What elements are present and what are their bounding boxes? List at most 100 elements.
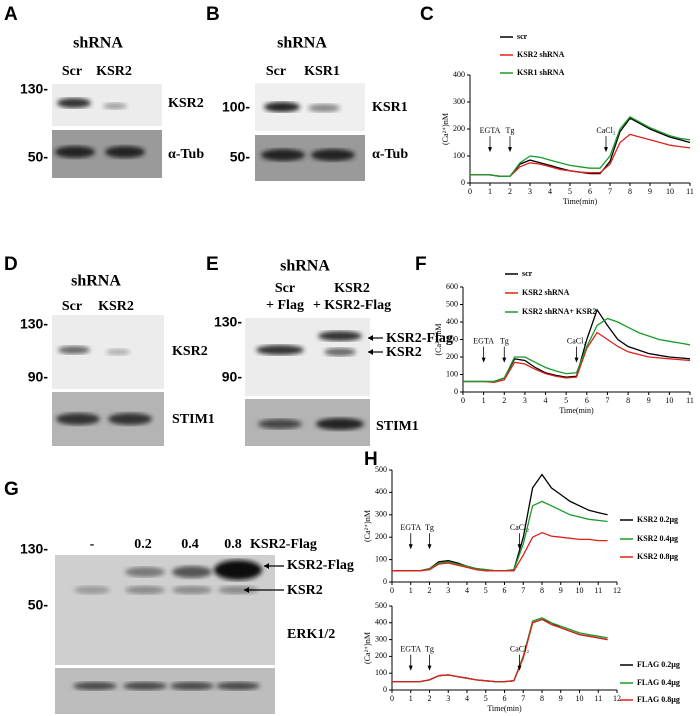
y-tick-label: 300 (375, 510, 387, 519)
annotation: Tg (500, 336, 509, 345)
x-tick-label: 11 (686, 396, 694, 405)
x-tick-label: 3 (528, 187, 532, 196)
lane-label: + KSR2-Flag (313, 298, 391, 313)
band (318, 331, 362, 341)
x-tick-label: 3 (446, 694, 450, 703)
panel-letter: C (420, 4, 434, 25)
y-tick-label: 600 (446, 282, 458, 291)
x-tick-label: 7 (521, 694, 525, 703)
x-tick-label: 9 (559, 694, 563, 703)
lane-label: KSR1 (304, 64, 340, 79)
blot-header: shRNA (280, 258, 330, 275)
band (258, 419, 302, 429)
lane-label: 0.4 (181, 537, 199, 552)
mw-marker: 130- (20, 541, 48, 557)
x-axis-label: Time(min) (487, 704, 522, 713)
band-label: KSR2-Flag (287, 558, 354, 573)
blot-header: shRNA (73, 35, 123, 52)
annotation: EGTA (400, 523, 421, 532)
x-tick-label: 10 (576, 586, 584, 595)
legend-label: FLAG 0.4µg (637, 678, 680, 687)
band-label: ERK1/2 (287, 627, 335, 642)
trace (463, 331, 691, 384)
y-tick-label: 500 (446, 299, 458, 308)
blot (245, 318, 370, 396)
trace (463, 317, 691, 383)
annotation: Tg (506, 126, 515, 135)
trace (470, 133, 691, 177)
mw-marker: 100- (222, 99, 250, 115)
lane-label: 0.2 (134, 537, 152, 552)
lane-label: KSR2 (334, 281, 370, 296)
annotation: CaCl₂ (510, 645, 529, 654)
band (58, 346, 90, 354)
lane-label: 0.8 (224, 537, 242, 552)
x-tick-label: 7 (608, 187, 612, 196)
band-label: STIM1 (376, 419, 419, 434)
lane-label: Scr (275, 281, 295, 296)
annotation: CaCl₂ (567, 336, 586, 345)
legend-label: KSR2 shRNA (517, 50, 565, 59)
arrow-head (604, 147, 608, 153)
x-tick-label: 8 (628, 187, 632, 196)
x-tick-label: 2 (428, 694, 432, 703)
lane-label: KSR2 (96, 64, 132, 79)
y-tick-label: 400 (453, 70, 465, 79)
lane-label: Scr (62, 64, 82, 79)
annotation: CaCl₂ (596, 126, 615, 135)
band (170, 682, 214, 690)
legend-label: KSR2 0.2µg (637, 515, 678, 524)
arrow-head (408, 544, 413, 550)
y-tick-label: 500 (375, 601, 387, 610)
band (216, 682, 260, 690)
treatment-label: KSR2-Flag (250, 537, 317, 552)
band (256, 345, 304, 355)
legend-label: FLAG 0.2µg (637, 660, 680, 669)
x-tick-label: 2 (428, 586, 432, 595)
x-tick-label: 11 (594, 586, 602, 595)
x-tick-label: 1 (482, 396, 486, 405)
band (172, 586, 212, 594)
band-label: KSR1 (372, 100, 408, 115)
band-label: KSR2-Flag (386, 331, 453, 346)
band (105, 146, 145, 158)
x-axis-label: Time(min) (563, 197, 598, 206)
y-tick-label: 100 (375, 554, 387, 563)
y-tick-label: 100 (453, 151, 465, 160)
arrow-head (408, 665, 413, 671)
y-tick-label: 500 (375, 465, 387, 474)
band (103, 103, 127, 109)
arrow-head (368, 349, 373, 355)
x-tick-label: 10 (666, 187, 674, 196)
blot-header: shRNA (71, 273, 121, 290)
x-tick-label: 12 (613, 694, 621, 703)
mw-marker: 130- (20, 316, 48, 332)
lane-label: Scr (266, 64, 286, 79)
x-tick-label: 10 (576, 694, 584, 703)
x-tick-label: 8 (626, 396, 630, 405)
legend-label: KSR1 shRNA (517, 68, 565, 77)
x-tick-label: 2 (502, 396, 506, 405)
panel-letter: B (206, 4, 220, 25)
mw-marker: 90- (222, 369, 243, 385)
trace (470, 117, 691, 177)
mw-marker: 130- (214, 314, 242, 330)
legend-label: KSR2 0.4µg (637, 534, 678, 543)
x-tick-label: 4 (465, 586, 469, 595)
annotation: EGTA (400, 645, 421, 654)
panel-letter: D (4, 254, 18, 275)
mw-marker: 90- (28, 369, 49, 385)
x-tick-label: 6 (585, 396, 589, 405)
legend-label: KSR2 shRNA+ KSR2 (522, 307, 596, 316)
legend-label: KSR2 shRNA (522, 288, 570, 297)
band-label: α-Tub (372, 147, 408, 162)
band-label: α-Tub (168, 147, 204, 162)
arrow-head (244, 587, 249, 593)
legend-label: FLAG 0.8µg (637, 695, 680, 704)
band-label: KSR2 (386, 345, 422, 360)
trace (470, 115, 691, 177)
mw-marker: 50- (230, 149, 251, 165)
arrow-head (264, 563, 269, 569)
x-tick-label: 5 (564, 396, 568, 405)
band (264, 102, 300, 112)
